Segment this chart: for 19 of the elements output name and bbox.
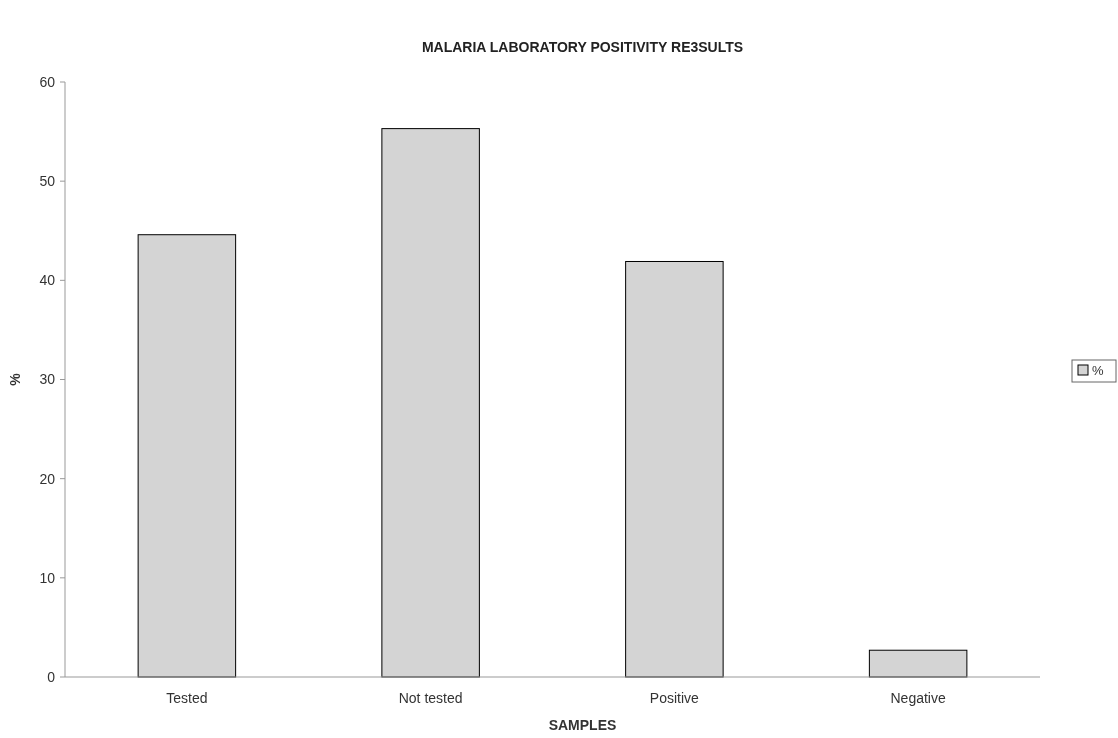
y-tick-label: 10	[39, 569, 56, 586]
bar	[137, 234, 237, 678]
x-tick-label: Negative	[890, 690, 946, 706]
y-tick-label: 20	[39, 470, 56, 487]
bar	[625, 260, 724, 678]
y-tick-label: 60	[39, 73, 56, 90]
bar	[868, 649, 968, 678]
y-tick-label: 40	[39, 272, 56, 289]
y-axis-title: %	[7, 372, 23, 386]
y-tick-label: 50	[39, 173, 56, 190]
legend-label: %	[1092, 362, 1104, 378]
x-tick-label: Tested	[166, 690, 208, 706]
chart-title: MALARIA LABORATORY POSITIVITY RE3SULTS	[421, 39, 744, 55]
x-axis-title: SAMPLES	[548, 717, 617, 733]
y-tick-label: 0	[47, 668, 56, 685]
y-tick-label: 30	[39, 371, 56, 388]
x-tick-label: Positive	[649, 690, 700, 706]
x-tick-label: Not tested	[398, 690, 463, 706]
bar	[381, 128, 480, 678]
